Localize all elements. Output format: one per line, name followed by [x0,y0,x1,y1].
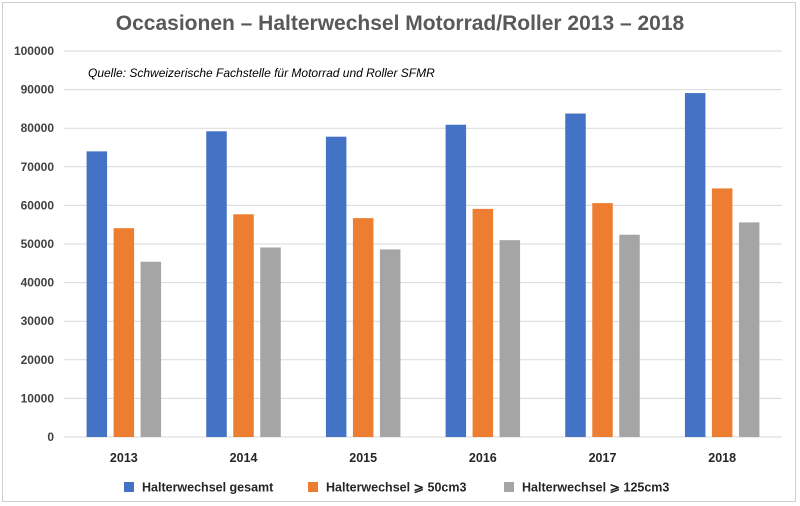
x-axis-ticks: 2013 2014 2015 2016 2017 2018 [110,451,736,465]
bars [86,93,760,438]
chart-source-note: Quelle: Schweizerische Fachstelle für Mo… [88,66,435,80]
y-tick-label: 20000 [21,353,55,367]
legend-label-2: Halterwechsel ⩾ 50cm3 [326,481,466,495]
bar-2017-series-3 [619,234,640,437]
bar-2013-series-1 [86,151,108,438]
y-tick-label: 80000 [21,121,55,135]
y-tick-label: 100000 [14,44,54,58]
bar-2014-series-3 [260,247,281,437]
y-tick-label: 40000 [21,276,55,290]
x-tick-label: 2017 [589,451,617,465]
bar-2018-series-3 [738,222,760,437]
x-tick-label: 2013 [110,451,138,465]
gridlines [64,50,782,438]
legend-swatch-2 [308,482,318,492]
bar-2018-series-2 [711,188,733,437]
bar-2013-series-3 [140,261,162,437]
bar-2016-series-2 [472,208,494,437]
bar-2015-series-1 [325,136,347,437]
chart-title: Occasionen – Halterwechsel Motorrad/Roll… [116,12,685,35]
bar-2015-series-3 [379,249,401,437]
legend: Halterwechsel gesamt Halterwechsel ⩾ 50cm… [124,481,669,495]
bar-2018-series-1 [684,93,706,437]
y-tick-label: 30000 [21,314,55,328]
legend-swatch-1 [124,482,134,492]
y-tick-label: 60000 [21,198,55,212]
legend-label-1: Halterwechsel gesamt [142,481,274,495]
y-tick-label: 90000 [21,83,55,97]
bar-2017-series-2 [592,203,613,437]
bar-2014-series-2 [233,214,254,437]
bar-2014-series-1 [206,131,227,437]
bar-2015-series-2 [352,218,374,437]
y-axis-ticks: 0 10000 20000 30000 40000 50000 60000 70000 8000… [14,44,54,444]
y-tick-label: 10000 [21,391,55,405]
y-tick-label: 70000 [21,160,55,174]
bar-2017-series-1 [565,113,586,438]
x-tick-label: 2015 [349,451,377,465]
x-tick-label: 2014 [230,451,258,465]
x-tick-label: 2018 [708,451,736,465]
y-tick-label: 50000 [21,237,55,251]
legend-label-3: Halterwechsel ⩾ 125cm3 [522,481,669,495]
bar-2013-series-2 [113,228,135,437]
legend-swatch-3 [504,482,514,492]
x-tick-label: 2016 [469,451,497,465]
y-tick-label: 0 [47,430,54,444]
bar-2016-series-3 [499,240,521,437]
bar-2016-series-1 [445,124,467,437]
